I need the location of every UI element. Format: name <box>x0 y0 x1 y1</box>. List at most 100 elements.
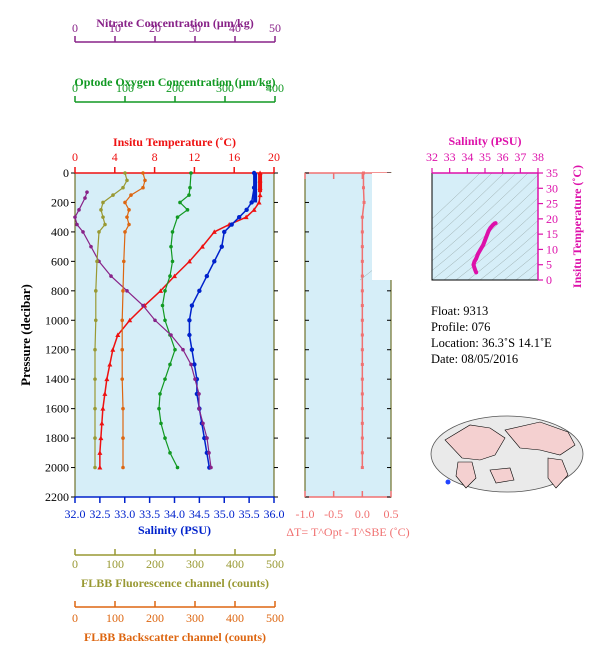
fluorescence-point <box>94 289 98 293</box>
delta-t-point <box>362 200 366 204</box>
ts-y-tick-label: 5 <box>546 258 552 272</box>
oxygen-point <box>168 274 172 278</box>
salinity-axis-title: Salinity (PSU) <box>138 523 211 537</box>
y-tick-label: 0 <box>63 166 69 180</box>
fluorescence-axis-title: FLBB Fluorescence channel (counts) <box>81 576 269 590</box>
temperature-tick-label: 0 <box>72 150 78 164</box>
nitrate-point <box>125 289 129 293</box>
map-land-australia <box>489 467 515 484</box>
nitrate-point <box>205 436 209 440</box>
delta-t-point <box>360 230 364 234</box>
salinity-point <box>187 332 192 338</box>
nitrate-point <box>141 303 145 308</box>
fluorescence-tick-label: 0 <box>72 557 78 571</box>
ts-mask-right <box>538 173 608 280</box>
ts-y-axis-title: Insitu Temperature (˚C) <box>570 165 584 288</box>
fluorescence-point <box>93 436 97 440</box>
temperature-point <box>97 465 103 470</box>
ts-y-tick-label: 30 <box>546 181 558 195</box>
delta-t-point <box>360 392 364 396</box>
ts-x-tick-label: 37 <box>514 150 526 164</box>
nitrate-point <box>193 377 197 381</box>
nitrate-tick-label: 0 <box>72 21 78 35</box>
oxygen-point <box>175 215 180 219</box>
main-profile-plot: 0200400600800100012001400160018002000220… <box>18 16 285 644</box>
ts-mask-left <box>372 173 432 280</box>
map-land-america-north <box>504 421 576 456</box>
ts-x-tick-label: 33 <box>444 150 456 164</box>
oxygen-point <box>188 185 192 190</box>
y-tick-label: 1800 <box>45 431 69 445</box>
temperature-point <box>186 258 192 264</box>
delta-t-point <box>360 304 364 308</box>
salinity-point <box>229 222 234 227</box>
nitrate-point <box>109 274 113 278</box>
ts-point <box>478 247 483 252</box>
backscatter-point <box>122 259 126 264</box>
ts-point <box>474 256 478 261</box>
delta-t-point <box>360 466 364 470</box>
ts-y-tick-label: 35 <box>546 166 558 180</box>
temperature-point <box>104 376 110 382</box>
world-map-inset <box>430 415 584 493</box>
fluorescence-tick-label: 100 <box>106 557 124 571</box>
y-tick-label: 600 <box>51 254 69 268</box>
backscatter-point <box>125 215 129 219</box>
backscatter-point <box>141 171 145 175</box>
backscatter-tick-label: 300 <box>186 611 204 625</box>
temperature-point <box>251 207 257 212</box>
backscatter-point <box>123 200 127 205</box>
map-land-africa <box>455 461 477 489</box>
ts-y-tick-label: 25 <box>546 197 558 211</box>
oxygen-point <box>158 392 162 396</box>
ts-title: Salinity (PSU) <box>448 134 521 148</box>
temperature-point <box>172 273 177 279</box>
fluorescence-point <box>94 318 98 323</box>
nitrate-point <box>75 222 79 227</box>
oxygen-point <box>163 318 167 323</box>
delta-t-point <box>360 215 364 219</box>
oxygen-point <box>170 259 175 264</box>
map-land-eurasia <box>444 424 506 461</box>
backscatter-tick-label: 500 <box>266 611 284 625</box>
ts-y-tick-label: 10 <box>546 242 558 256</box>
salinity-point <box>212 259 217 264</box>
fluorescence-point <box>93 377 97 381</box>
delta-t-axis-title: ΔT= T^Opt - T^SBE (˚C) <box>286 525 409 539</box>
temperature-point <box>99 420 105 426</box>
nitrate-axis-title: Nitrate Concentration (μm/kg) <box>96 16 253 30</box>
fluorescence-point <box>95 259 99 264</box>
nitrate-point <box>189 362 193 367</box>
date: Date: 08/05/2016 <box>431 352 519 366</box>
oxygen-point <box>163 436 167 440</box>
temperature-tick-label: 4 <box>112 150 118 164</box>
salinity-point <box>204 273 210 279</box>
nitrate-point <box>77 208 81 212</box>
ts-x-tick-label: 35 <box>479 150 491 164</box>
ts-point <box>493 221 498 225</box>
backscatter-point <box>143 178 147 183</box>
delta-t-point <box>360 289 364 293</box>
nitrate-point <box>209 465 213 470</box>
delta-t-x-tick-label: 0.0 <box>355 507 370 521</box>
temperature-point <box>257 192 263 198</box>
y-tick-label: 1000 <box>45 313 69 327</box>
temperature-point <box>98 435 104 441</box>
backscatter-point <box>123 230 127 234</box>
salinity-tick-label: 32.5 <box>89 507 110 521</box>
temperature-point <box>127 317 133 323</box>
backscatter-point <box>129 193 133 197</box>
nitrate-point <box>73 215 77 219</box>
fluorescence-point <box>93 406 97 411</box>
y-tick-label: 2000 <box>45 461 69 475</box>
oxygen-tick-label: 400 <box>266 81 284 95</box>
backscatter-point <box>120 318 124 323</box>
y-tick-label: 200 <box>51 195 69 209</box>
oxygen-point <box>170 230 175 234</box>
nitrate-point <box>89 244 93 249</box>
oxygen-point <box>187 193 191 197</box>
ts-point <box>471 262 476 267</box>
oxygen-point <box>157 406 161 411</box>
fluorescence-point <box>101 200 105 205</box>
